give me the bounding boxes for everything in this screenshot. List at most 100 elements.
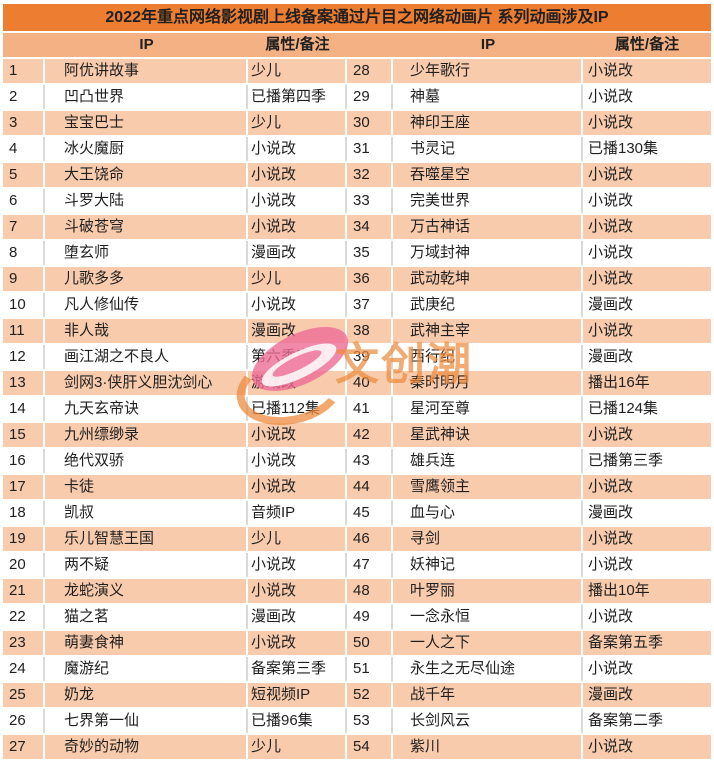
row-number-right: 40 xyxy=(347,371,393,395)
table-row: 26 七界第一仙 已播96集 53 长剑风云 备案第二季 xyxy=(3,709,711,735)
attr-cell-left: 少儿 xyxy=(248,111,347,135)
table-row: 9 儿歌多多 少儿 36 武动乾坤 小说改 xyxy=(3,267,711,293)
table-row: 24 魔游纪 备案第三季 51 永生之无尽仙途 小说改 xyxy=(3,657,711,683)
ip-cell-right: 战千年 xyxy=(393,683,583,707)
ip-cell-right: 完美世界 xyxy=(393,189,583,213)
attr-cell-left: 已播96集 xyxy=(248,709,347,733)
row-number-left: 7 xyxy=(3,215,45,239)
attr-cell-left: 小说改 xyxy=(248,449,347,473)
table-row: 7 斗破苍穹 小说改 34 万古神话 小说改 xyxy=(3,215,711,241)
ip-cell-right: 一念永恒 xyxy=(393,605,583,629)
attr-cell-left: 已播112集 xyxy=(248,397,347,421)
row-number-left: 12 xyxy=(3,345,45,369)
ip-cell-left: 大王饶命 xyxy=(45,163,248,187)
attr-cell-left: 小说改 xyxy=(248,163,347,187)
ip-cell-left: 宝宝巴士 xyxy=(45,111,248,135)
row-number-left: 23 xyxy=(3,631,45,655)
row-number-left: 17 xyxy=(3,475,45,499)
ip-cell-left: 七界第一仙 xyxy=(45,709,248,733)
row-number-left: 15 xyxy=(3,423,45,447)
row-number-right: 34 xyxy=(347,215,393,239)
attr-cell-left: 小说改 xyxy=(248,475,347,499)
row-number-left: 14 xyxy=(3,397,45,421)
attr-cell-right: 小说改 xyxy=(588,62,634,79)
attr-cell-right: 备案第二季 xyxy=(588,712,664,729)
attr-cell-right: 漫画改 xyxy=(588,348,634,365)
table-row: 25 奶龙 短视频IP 52 战千年 漫画改 xyxy=(3,683,711,709)
table-row: 16 绝代双骄 小说改 43 雄兵连 已播第三季 xyxy=(3,449,711,475)
attr-cell-right: 播出10年 xyxy=(588,582,650,599)
header-attr-left: 属性/备注 xyxy=(265,36,330,53)
attr-cell-right: 小说改 xyxy=(588,738,634,755)
attr-cell-left: 小说改 xyxy=(248,293,347,317)
row-number-left: 3 xyxy=(3,111,45,135)
ip-cell-left: 龙蛇演义 xyxy=(45,579,248,603)
ip-cell-right: 万古神话 xyxy=(393,215,583,239)
ip-cell-left: 绝代双骄 xyxy=(45,449,248,473)
attr-cell-left: 小说改 xyxy=(248,137,347,161)
ip-cell-right: 寻剑 xyxy=(393,527,583,551)
row-number-right: 47 xyxy=(347,553,393,577)
ip-cell-right: 血与心 xyxy=(393,501,583,525)
row-number-right: 36 xyxy=(347,267,393,291)
row-number-right: 44 xyxy=(347,475,393,499)
attr-cell-left: 小说改 xyxy=(248,579,347,603)
attr-cell-left: 音频IP xyxy=(248,501,347,525)
ip-cell-left: 卡徒 xyxy=(45,475,248,499)
ip-cell-right: 西行纪 xyxy=(393,345,583,369)
attr-cell-right: 已播130集 xyxy=(588,140,659,157)
attr-cell-left: 小说改 xyxy=(248,423,347,447)
row-number-right: 43 xyxy=(347,449,393,473)
ip-cell-right: 万域封神 xyxy=(393,241,583,265)
ip-cell-right: 紫川 xyxy=(393,735,583,759)
row-number-right: 35 xyxy=(347,241,393,265)
ip-cell-left: 剑网3·侠肝义胆沈剑心 xyxy=(45,371,248,395)
row-number-left: 18 xyxy=(3,501,45,525)
ip-cell-right: 秦时明月 xyxy=(393,371,583,395)
row-number-left: 5 xyxy=(3,163,45,187)
attr-cell-right: 小说改 xyxy=(588,530,634,547)
row-number-right: 29 xyxy=(347,85,393,109)
attr-cell-right: 小说改 xyxy=(588,88,634,105)
row-number-left: 9 xyxy=(3,267,45,291)
row-number-left: 26 xyxy=(3,709,45,733)
ip-cell-left: 乐儿智慧王国 xyxy=(45,527,248,551)
ip-cell-right: 星武神诀 xyxy=(393,423,583,447)
attr-cell-right: 小说改 xyxy=(588,556,634,573)
attr-cell-left: 少儿 xyxy=(248,59,347,83)
table-row: 1 阿优讲故事 少儿 28 少年歌行 小说改 xyxy=(3,59,711,85)
row-number-left: 2 xyxy=(3,85,45,109)
attr-cell-right: 小说改 xyxy=(588,166,634,183)
table-row: 8 堕玄师 漫画改 35 万域封神 小说改 xyxy=(3,241,711,267)
attr-cell-right: 漫画改 xyxy=(588,296,634,313)
row-number-right: 32 xyxy=(347,163,393,187)
attr-cell-right: 已播第三季 xyxy=(588,452,664,469)
attr-cell-right: 漫画改 xyxy=(588,686,634,703)
ip-cell-right: 一人之下 xyxy=(393,631,583,655)
row-number-right: 28 xyxy=(347,59,393,83)
row-number-left: 27 xyxy=(3,735,45,759)
ip-cell-left: 堕玄师 xyxy=(45,241,248,265)
ip-cell-left: 冰火魔厨 xyxy=(45,137,248,161)
table-title: 2022年重点网络影视剧上线备案通过片目之网络动画片 系列动画涉及IP xyxy=(3,4,711,33)
attr-cell-right: 小说改 xyxy=(588,426,634,443)
ip-cell-left: 斗破苍穹 xyxy=(45,215,248,239)
ip-cell-right: 神印王座 xyxy=(393,111,583,135)
row-number-left: 8 xyxy=(3,241,45,265)
ip-cell-right: 叶罗丽 xyxy=(393,579,583,603)
attr-cell-left: 游戏改 xyxy=(248,371,347,395)
ip-cell-left: 魔游纪 xyxy=(45,657,248,681)
row-number-left: 1 xyxy=(3,59,45,83)
ip-cell-left: 猫之茗 xyxy=(45,605,248,629)
row-number-right: 52 xyxy=(347,683,393,707)
table-row: 3 宝宝巴士 少儿 30 神印王座 小说改 xyxy=(3,111,711,137)
ip-cell-left: 两不疑 xyxy=(45,553,248,577)
row-number-left: 16 xyxy=(3,449,45,473)
row-number-right: 41 xyxy=(347,397,393,421)
ip-cell-left: 凹凸世界 xyxy=(45,85,248,109)
ip-cell-right: 书灵记 xyxy=(393,137,583,161)
row-number-left: 10 xyxy=(3,293,45,317)
attr-cell-right: 已播124集 xyxy=(588,400,659,417)
ip-cell-left: 凡人修仙传 xyxy=(45,293,248,317)
row-number-left: 20 xyxy=(3,553,45,577)
